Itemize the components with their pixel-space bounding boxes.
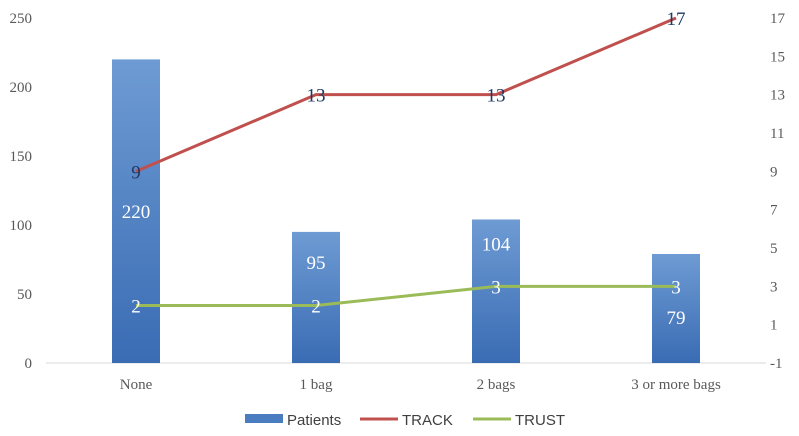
bar-patients [112,59,160,364]
bar-data-label: 95 [307,253,326,274]
left-axis-tick-label: 50 [17,287,32,303]
bar-patients [472,219,520,363]
left-axis-tick-label: 0 [25,356,33,372]
category-label: 2 bags [477,377,516,393]
line-data-label-track: 13 [307,86,326,107]
line-data-label-track: 9 [131,162,141,183]
right-axis-tick-label: 13 [770,88,785,104]
right-axis-tick-label: 17 [770,11,786,27]
right-axis-tick-label: 5 [770,241,778,257]
legend-label-patients: Patients [287,412,341,429]
right-axis-tick-label: 9 [770,164,778,180]
bar-patients [652,253,700,363]
bar-data-label: 220 [122,202,151,223]
left-axis-tick-label: 100 [10,218,33,234]
legend-label-track: TRACK [402,412,453,429]
line-data-label-trust: 3 [491,277,501,298]
line-data-label-track: 17 [667,9,686,30]
left-axis-tick-label: 250 [10,11,33,27]
bar-patients [292,231,340,363]
category-label: None [120,377,153,393]
left-axis-tick-label: 200 [10,80,33,96]
bar-data-label: 79 [667,308,686,329]
right-axis-tick-label: 11 [770,126,784,142]
right-axis-tick-label: 7 [770,203,778,219]
line-data-label-trust: 2 [311,297,321,318]
bar-data-label: 104 [482,234,511,255]
line-data-label-trust: 2 [131,297,141,318]
left-axis-tick-label: 150 [10,149,33,165]
line-data-label-track: 13 [487,86,506,107]
legend-swatch-patients [245,414,283,423]
line-track [135,16,677,173]
right-axis-tick-label: 3 [770,279,778,295]
line-trust [136,284,676,307]
right-axis-tick-label: 1 [770,318,778,334]
category-label: 3 or more bags [631,377,721,393]
right-axis-tick-label: 15 [770,49,785,65]
line-data-label-trust: 3 [671,277,681,298]
right-axis-tick-label: -1 [770,356,783,372]
category-label: 1 bag [300,377,333,393]
legend-label-trust: TRUST [515,412,565,429]
